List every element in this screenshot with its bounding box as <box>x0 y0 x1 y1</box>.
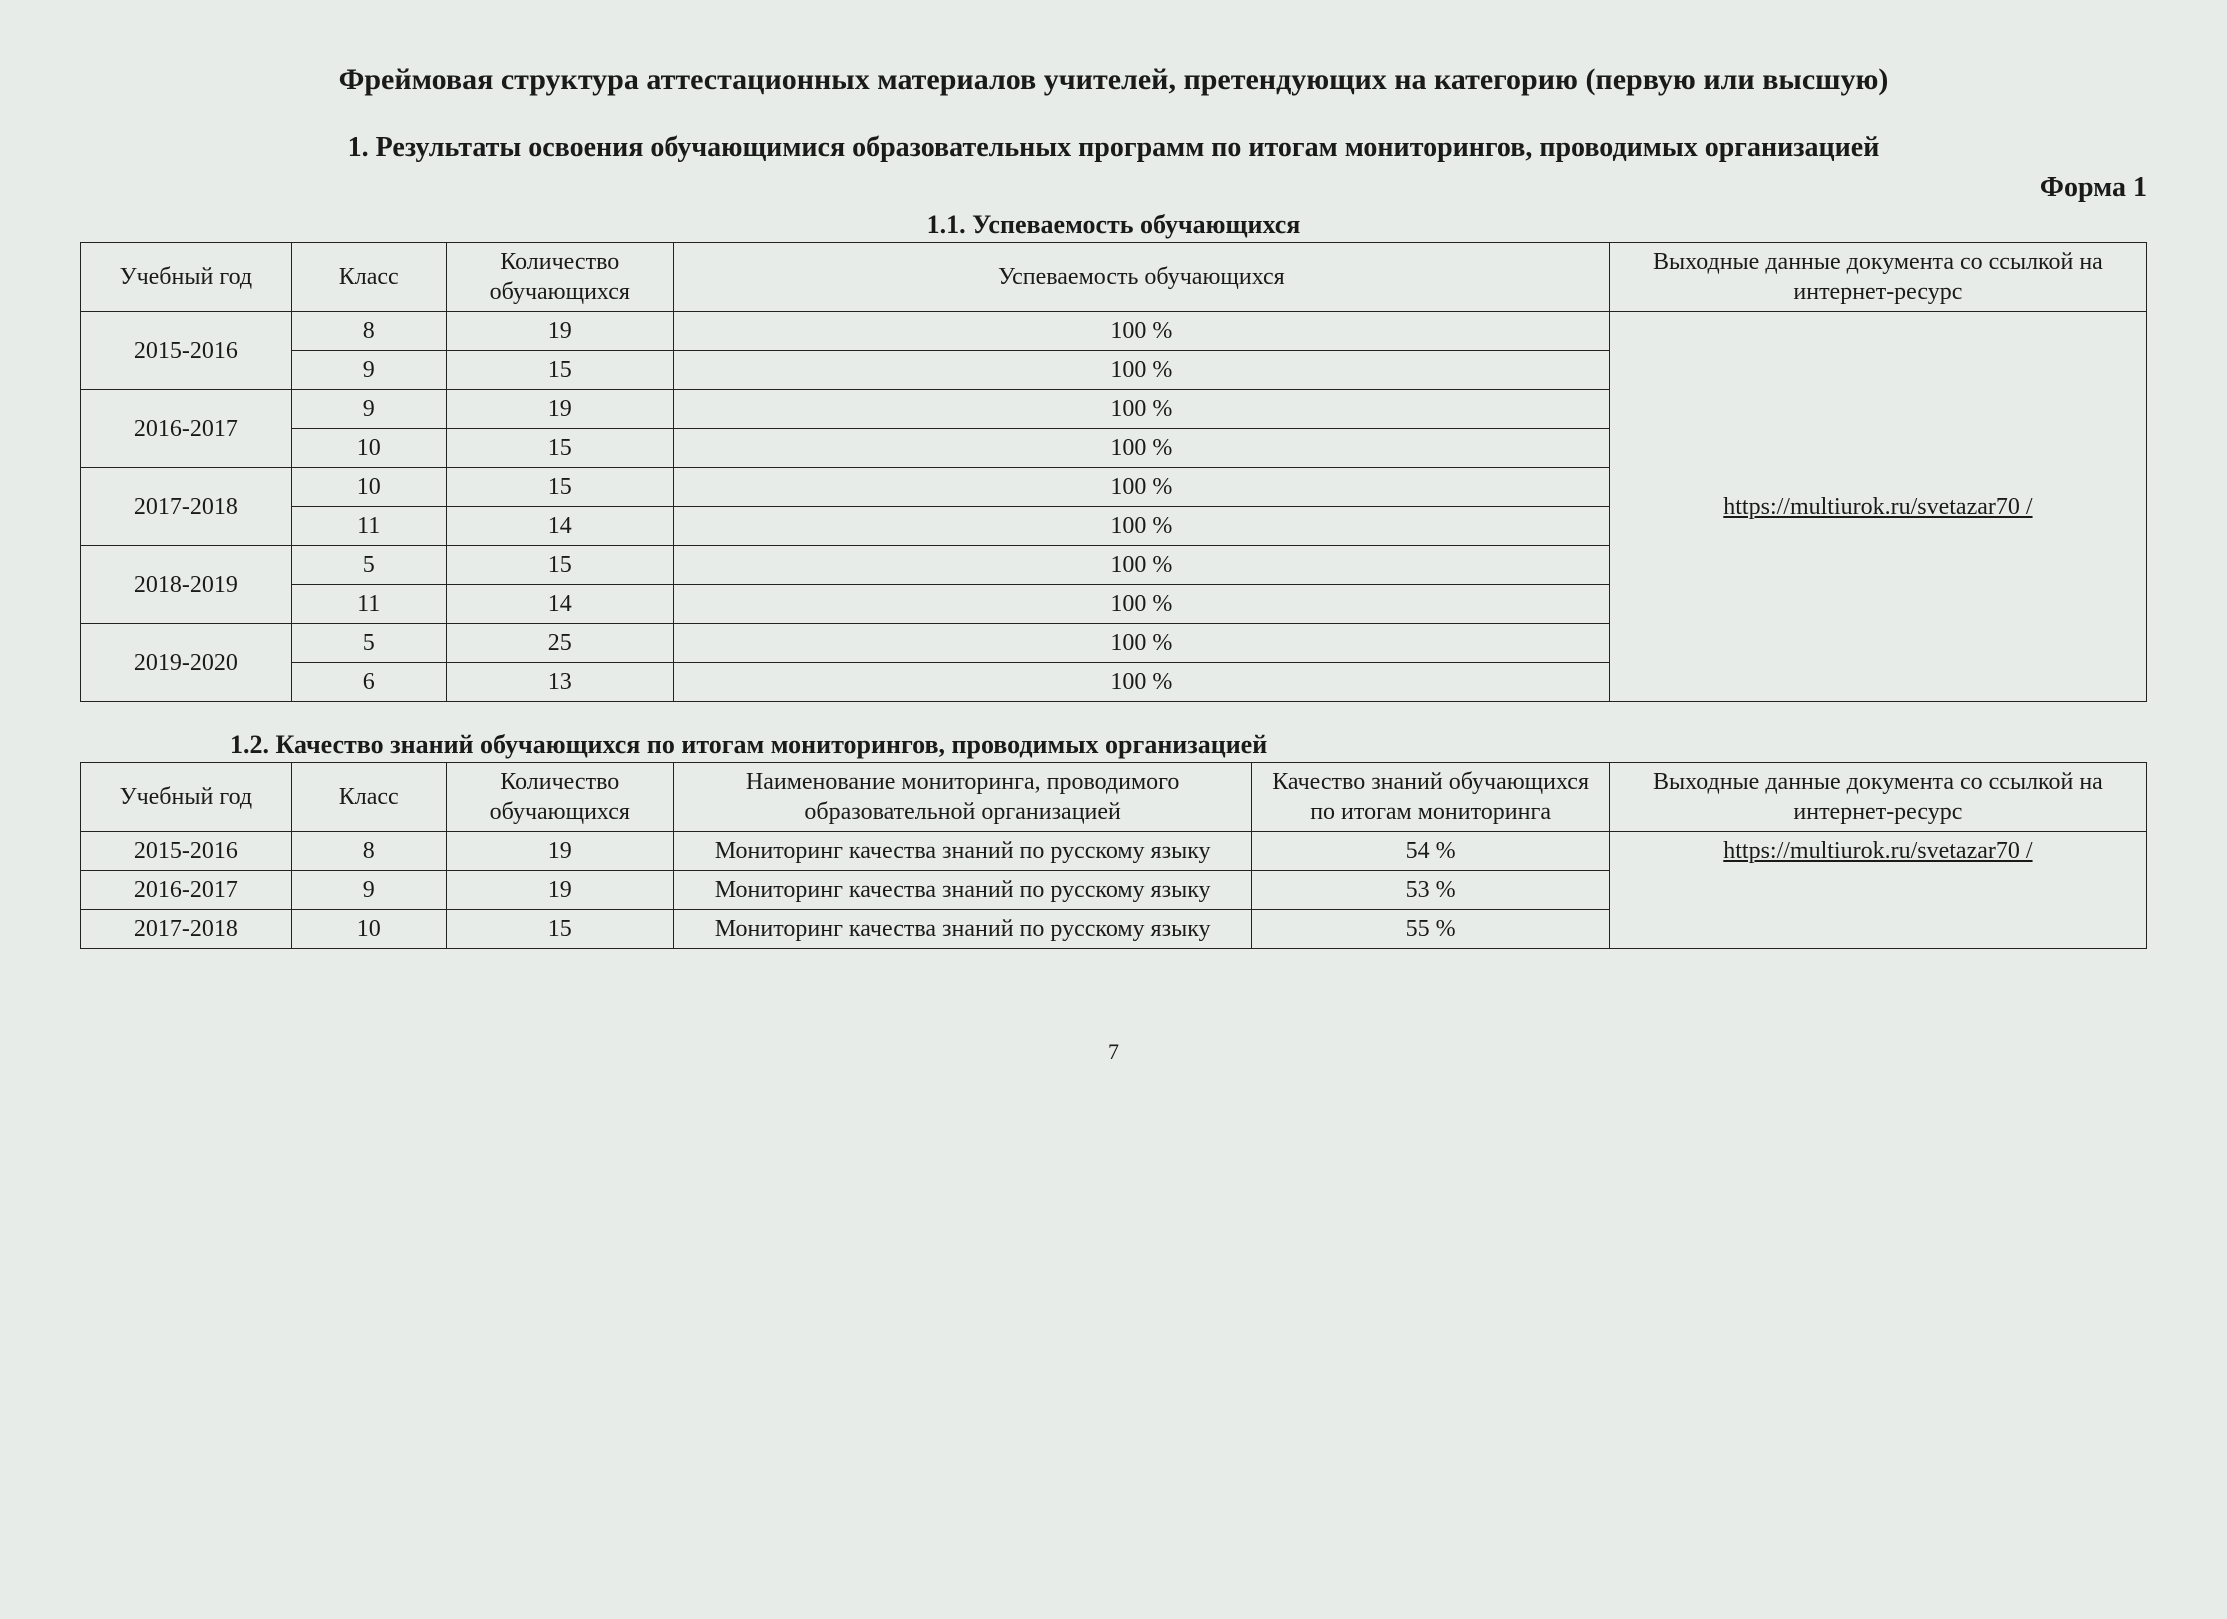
class-cell: 6 <box>291 663 446 702</box>
source-cell: https://multiurok.ru/svetazar70 / <box>1609 832 2146 949</box>
table2-header-source: Выходные данные документа со ссылкой на … <box>1609 763 2146 832</box>
class-cell: 10 <box>291 429 446 468</box>
performance-cell: 100 % <box>673 429 1609 468</box>
quality-cell: 54 % <box>1252 832 1609 871</box>
performance-cell: 100 % <box>673 546 1609 585</box>
count-cell: 19 <box>446 871 673 910</box>
class-cell: 10 <box>291 468 446 507</box>
class-cell: 11 <box>291 507 446 546</box>
count-cell: 15 <box>446 546 673 585</box>
table-1-1: Учебный годКлассКоличество обучающихсяУс… <box>80 242 2147 702</box>
count-cell: 13 <box>446 663 673 702</box>
class-cell: 9 <box>291 351 446 390</box>
class-cell: 9 <box>291 871 446 910</box>
performance-cell: 100 % <box>673 312 1609 351</box>
section-1-heading: 1. Результаты освоения обучающимися обра… <box>80 129 2147 167</box>
count-cell: 14 <box>446 585 673 624</box>
class-cell: 8 <box>291 312 446 351</box>
sub-heading-1-1: 1.1. Успеваемость обучающихся <box>80 210 2147 240</box>
monitoring-name-cell: Мониторинг качества знаний по русскому я… <box>673 871 1251 910</box>
class-cell: 8 <box>291 832 446 871</box>
count-cell: 19 <box>446 312 673 351</box>
sub-heading-1-2: 1.2. Качество знаний обучающихся по итог… <box>230 730 2147 760</box>
source-link[interactable]: https://multiurok.ru/svetazar70 / <box>1723 838 2032 864</box>
table2-header-class: Класс <box>291 763 446 832</box>
year-cell: 2018-2019 <box>81 546 292 624</box>
table-row: 2015-2016819Мониторинг качества знаний п… <box>81 832 2147 871</box>
table1-header-class: Класс <box>291 243 446 312</box>
form-label-row: Форма 1 <box>80 172 2147 206</box>
performance-cell: 100 % <box>673 351 1609 390</box>
table2-header-quality: Качество знаний обучающихся по итогам мо… <box>1252 763 1609 832</box>
table1-header-year: Учебный год <box>81 243 292 312</box>
count-cell: 14 <box>446 507 673 546</box>
performance-cell: 100 % <box>673 663 1609 702</box>
main-title: Фреймовая структура аттестационных матер… <box>80 60 2147 101</box>
year-cell: 2016-2017 <box>81 871 292 910</box>
monitoring-name-cell: Мониторинг качества знаний по русскому я… <box>673 832 1251 871</box>
year-cell: 2019-2020 <box>81 624 292 702</box>
quality-cell: 53 % <box>1252 871 1609 910</box>
year-cell: 2017-2018 <box>81 468 292 546</box>
table1-header-count: Количество обучающихся <box>446 243 673 312</box>
table2-header-name: Наименование мониторинга, проводимого об… <box>673 763 1251 832</box>
performance-cell: 100 % <box>673 585 1609 624</box>
count-cell: 19 <box>446 832 673 871</box>
table1-header-perf: Успеваемость обучающихся <box>673 243 1609 312</box>
performance-cell: 100 % <box>673 507 1609 546</box>
count-cell: 15 <box>446 351 673 390</box>
performance-cell: 100 % <box>673 624 1609 663</box>
monitoring-name-cell: Мониторинг качества знаний по русскому я… <box>673 910 1251 949</box>
performance-cell: 100 % <box>673 468 1609 507</box>
count-cell: 25 <box>446 624 673 663</box>
count-cell: 15 <box>446 429 673 468</box>
year-cell: 2015-2016 <box>81 312 292 390</box>
count-cell: 19 <box>446 390 673 429</box>
page-number: 7 <box>80 1039 2147 1065</box>
class-cell: 5 <box>291 624 446 663</box>
performance-cell: 100 % <box>673 390 1609 429</box>
table1-header-source: Выходные данные документа со ссылкой на … <box>1609 243 2146 312</box>
table2-header-year: Учебный год <box>81 763 292 832</box>
table-row: 2015-2016819100 %https://multiurok.ru/sv… <box>81 312 2147 351</box>
class-cell: 9 <box>291 390 446 429</box>
count-cell: 15 <box>446 468 673 507</box>
source-cell: https://multiurok.ru/svetazar70 / <box>1609 312 2146 702</box>
class-cell: 11 <box>291 585 446 624</box>
source-link[interactable]: https://multiurok.ru/svetazar70 / <box>1723 494 2032 520</box>
year-cell: 2017-2018 <box>81 910 292 949</box>
table2-header-count: Количество обучающихся <box>446 763 673 832</box>
quality-cell: 55 % <box>1252 910 1609 949</box>
page-root: Фреймовая структура аттестационных матер… <box>80 60 2147 1065</box>
class-cell: 10 <box>291 910 446 949</box>
class-cell: 5 <box>291 546 446 585</box>
count-cell: 15 <box>446 910 673 949</box>
year-cell: 2015-2016 <box>81 832 292 871</box>
table-1-2: Учебный годКлассКоличество обучающихсяНа… <box>80 762 2147 949</box>
form-label: Форма 1 <box>2040 172 2147 204</box>
year-cell: 2016-2017 <box>81 390 292 468</box>
